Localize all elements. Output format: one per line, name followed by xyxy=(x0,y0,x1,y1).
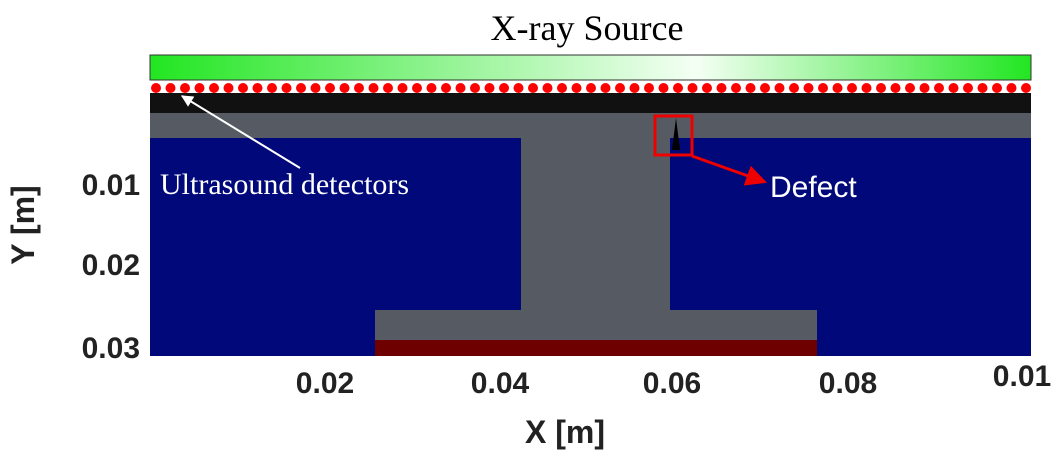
detector xyxy=(659,83,669,93)
detector xyxy=(369,83,379,93)
detector xyxy=(717,83,727,93)
detector xyxy=(702,83,712,93)
detector xyxy=(470,83,480,93)
x-axis-label: X [m] xyxy=(525,414,605,450)
detector xyxy=(789,83,799,93)
base xyxy=(375,340,817,356)
detector xyxy=(485,83,495,93)
web xyxy=(521,138,670,310)
y-axis-label: Y [m] xyxy=(5,185,41,264)
detector xyxy=(978,83,988,93)
detector xyxy=(180,83,190,93)
detector xyxy=(920,83,930,93)
detector xyxy=(876,83,886,93)
detector xyxy=(354,83,364,93)
detector xyxy=(673,83,683,93)
detector xyxy=(325,83,335,93)
y-tick-label: 0.01 xyxy=(82,169,140,202)
detector xyxy=(209,83,219,93)
detector xyxy=(238,83,248,93)
detector xyxy=(934,83,944,93)
detector xyxy=(166,83,176,93)
detector xyxy=(151,83,161,93)
x-tick-label: 0.08 xyxy=(819,367,877,400)
x-tick-label: 0.06 xyxy=(643,367,701,400)
detector xyxy=(311,83,321,93)
detector xyxy=(586,83,596,93)
detector xyxy=(818,83,828,93)
detector xyxy=(601,83,611,93)
detector xyxy=(383,83,393,93)
detector xyxy=(296,83,306,93)
detector xyxy=(195,83,205,93)
detector xyxy=(804,83,814,93)
detector xyxy=(1021,83,1031,93)
source-title: X-ray Source xyxy=(491,8,684,48)
detector xyxy=(224,83,234,93)
detector xyxy=(340,83,350,93)
detector xyxy=(456,83,466,93)
xray-source xyxy=(150,55,1031,80)
detector xyxy=(862,83,872,93)
detector xyxy=(572,83,582,93)
detector xyxy=(615,83,625,93)
detector xyxy=(905,83,915,93)
detector xyxy=(775,83,785,93)
detector xyxy=(760,83,770,93)
x-tick-label: 0.02 xyxy=(296,367,354,400)
detector xyxy=(963,83,973,93)
bottom-flange xyxy=(375,310,817,340)
figure: X-ray Source Ultrasound detectors Defect… xyxy=(0,0,1061,452)
detector xyxy=(499,83,509,93)
detector xyxy=(644,83,654,93)
detector xyxy=(1007,83,1017,93)
defect-label: Defect xyxy=(770,171,857,204)
detector xyxy=(833,83,843,93)
detector xyxy=(847,83,857,93)
x-tick-label: 0.04 xyxy=(471,367,530,400)
detector xyxy=(891,83,901,93)
top-flange xyxy=(150,113,1031,138)
detector xyxy=(746,83,756,93)
x-tick-label: 0.01 xyxy=(993,360,1051,393)
detector-row xyxy=(151,83,1031,93)
detector xyxy=(992,83,1002,93)
detector xyxy=(398,83,408,93)
detector xyxy=(441,83,451,93)
detector xyxy=(688,83,698,93)
detector xyxy=(557,83,567,93)
y-tick-label: 0.02 xyxy=(82,249,140,282)
detector xyxy=(282,83,292,93)
detector xyxy=(427,83,437,93)
detector xyxy=(949,83,959,93)
detector xyxy=(253,83,263,93)
coupling-layer xyxy=(150,93,1031,113)
y-tick-label: 0.03 xyxy=(82,332,140,365)
detector xyxy=(528,83,538,93)
detector xyxy=(267,83,277,93)
detector xyxy=(731,83,741,93)
detector xyxy=(543,83,553,93)
detectors-label: Ultrasound detectors xyxy=(160,168,409,201)
detector xyxy=(514,83,524,93)
detector xyxy=(412,83,422,93)
detector xyxy=(630,83,640,93)
